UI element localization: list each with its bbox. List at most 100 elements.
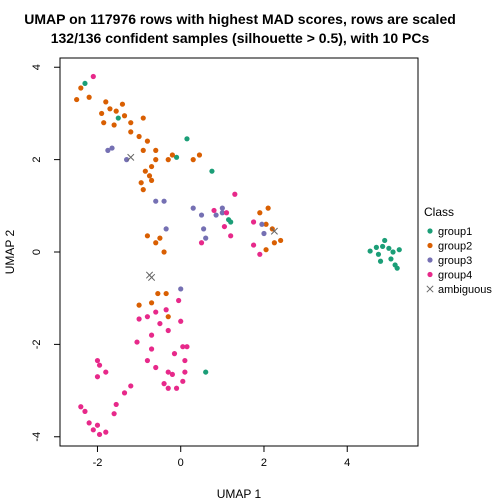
point-group4 [169,371,175,378]
point-group2 [119,101,126,107]
legend-swatch-group1 [427,228,433,234]
point-group4 [136,316,142,322]
point-group2 [163,290,169,297]
point-group2 [86,94,92,100]
y-tick-label: -4 [31,432,43,442]
point-group4 [128,383,134,389]
legend-label-group3: group3 [438,255,472,267]
point-group4 [82,408,88,414]
point-group4 [228,233,234,239]
y-tick-label: 2 [31,157,43,163]
point-group3 [153,198,159,204]
point-group3 [213,212,219,218]
point-group3 [198,212,205,218]
point-group4 [182,357,188,364]
point-group4 [113,401,119,408]
y-tick-label: 0 [31,249,43,255]
point-group1 [228,219,234,225]
point-group4 [161,381,167,387]
point-group1 [82,80,88,87]
point-group4 [111,411,117,417]
point-group2 [190,157,196,163]
data-points [74,73,402,438]
point-group1 [388,256,394,262]
chart-title: UMAP on 117976 rows with highest MAD sco… [24,11,456,27]
point-group4 [144,357,151,364]
point-group3 [261,230,267,237]
y-tick-label: 4 [31,64,43,70]
point-group4 [221,223,228,230]
x-tick-label: -2 [93,457,103,469]
y-axis: -4 -2 0 2 4 [31,64,60,442]
point-group2 [136,302,142,308]
cross-stroke [148,273,156,281]
point-group2 [138,180,144,186]
point-group4 [157,320,163,327]
point-group3 [105,147,111,153]
plot-border [59,57,419,447]
point-group2 [142,168,148,174]
point-group3 [219,205,225,211]
point-group1 [203,369,209,375]
point-group2 [153,147,159,153]
legend-title: Class [424,205,454,219]
point-group4 [121,390,128,396]
point-group4 [165,327,171,334]
point-group4 [153,309,159,315]
point-group4 [134,339,140,345]
point-group2 [111,122,117,128]
point-group2 [169,152,175,158]
point-group2 [278,237,284,244]
point-group4 [96,431,103,438]
point-group2 [99,110,105,117]
point-group2 [144,233,151,239]
legend-items: group1 group2 group3 group4 ambiguous [426,226,492,296]
cross-stroke [127,153,135,161]
point-group4 [148,346,155,352]
point-group2 [136,133,142,140]
point-group2 [144,138,151,144]
legend-swatch-ambiguous [426,285,434,293]
point-group4 [178,318,184,324]
point-group2 [155,290,161,297]
point-group2 [128,129,134,135]
legend-swatch-group4 [427,271,433,278]
point-group4 [86,420,92,426]
point-group4 [171,351,178,357]
point-group1 [394,265,400,271]
point-group4 [103,429,109,435]
point-group2 [265,205,271,211]
x-tick-label: 0 [178,457,184,469]
point-group3 [190,205,196,211]
point-group4 [90,427,96,433]
point-group4 [173,385,180,391]
x-axis: -2 0 2 4 [93,446,350,469]
point-group2 [271,240,277,246]
point-group4 [211,207,217,214]
point-group4 [180,344,186,350]
point-group1 [382,237,388,244]
point-group2 [148,300,155,306]
point-group4 [165,385,171,391]
point-group4 [250,219,257,225]
point-group4 [165,369,171,375]
x-axis-label: UMAP 1 [217,487,262,501]
legend-swatch-group2 [427,242,433,249]
point-group1 [390,249,396,255]
point-group4 [94,357,101,364]
point-ambiguous [148,273,156,281]
point-group4 [176,297,182,304]
x-tick-label: 2 [261,457,267,469]
point-group1 [380,243,386,250]
point-group2 [78,85,84,91]
point-group1 [184,136,190,142]
point-group4 [148,332,155,338]
point-group2 [103,99,109,105]
point-group2 [148,177,155,184]
y-tick-label: -2 [31,339,43,349]
point-group1 [377,258,384,264]
point-group1 [396,247,402,253]
point-ambiguous [127,153,135,161]
point-group3 [163,226,169,232]
point-group2 [121,113,128,119]
